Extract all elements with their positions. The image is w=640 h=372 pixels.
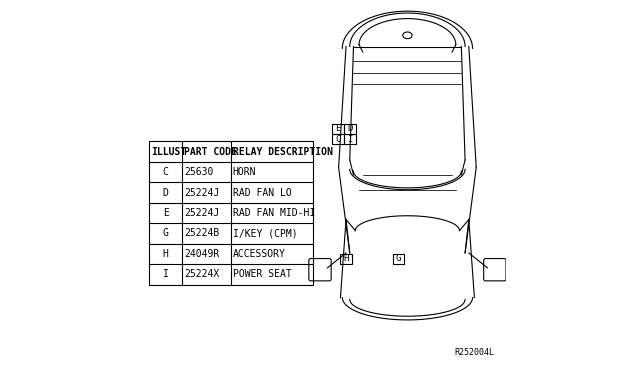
- Text: C: C: [335, 135, 341, 144]
- Text: PART CODE: PART CODE: [184, 147, 237, 157]
- Text: 24049R: 24049R: [184, 249, 220, 259]
- Bar: [332, 124, 344, 134]
- Bar: [344, 134, 356, 144]
- Text: E: E: [163, 208, 168, 218]
- Text: D: D: [163, 187, 168, 198]
- Text: G: G: [163, 228, 168, 238]
- Text: 25224J: 25224J: [184, 208, 220, 218]
- Bar: [392, 254, 404, 264]
- Text: I: I: [163, 269, 168, 279]
- Text: RELAY DESCRIPTION: RELAY DESCRIPTION: [232, 147, 332, 157]
- Bar: [332, 134, 344, 144]
- Text: H: H: [163, 249, 168, 259]
- Text: G: G: [396, 254, 401, 263]
- Bar: [344, 124, 356, 134]
- Text: I: I: [348, 135, 353, 144]
- Bar: [149, 141, 312, 285]
- Text: 25224B: 25224B: [184, 228, 220, 238]
- Text: I/KEY (CPM): I/KEY (CPM): [232, 228, 297, 238]
- Text: H: H: [344, 254, 349, 263]
- Text: R252004L: R252004L: [455, 348, 495, 357]
- Text: HORN: HORN: [232, 167, 256, 177]
- Text: RAD FAN LO: RAD FAN LO: [232, 187, 291, 198]
- Text: RAD FAN MID-HI: RAD FAN MID-HI: [232, 208, 315, 218]
- Text: 25224X: 25224X: [184, 269, 220, 279]
- Text: ILLUST: ILLUST: [151, 147, 186, 157]
- Text: 25224J: 25224J: [184, 187, 220, 198]
- Text: 25630: 25630: [184, 167, 214, 177]
- Text: E: E: [335, 124, 341, 133]
- Text: POWER SEAT: POWER SEAT: [232, 269, 291, 279]
- Text: D: D: [348, 124, 353, 133]
- Text: C: C: [163, 167, 168, 177]
- Bar: [340, 254, 353, 264]
- Text: ACCESSORY: ACCESSORY: [232, 249, 285, 259]
